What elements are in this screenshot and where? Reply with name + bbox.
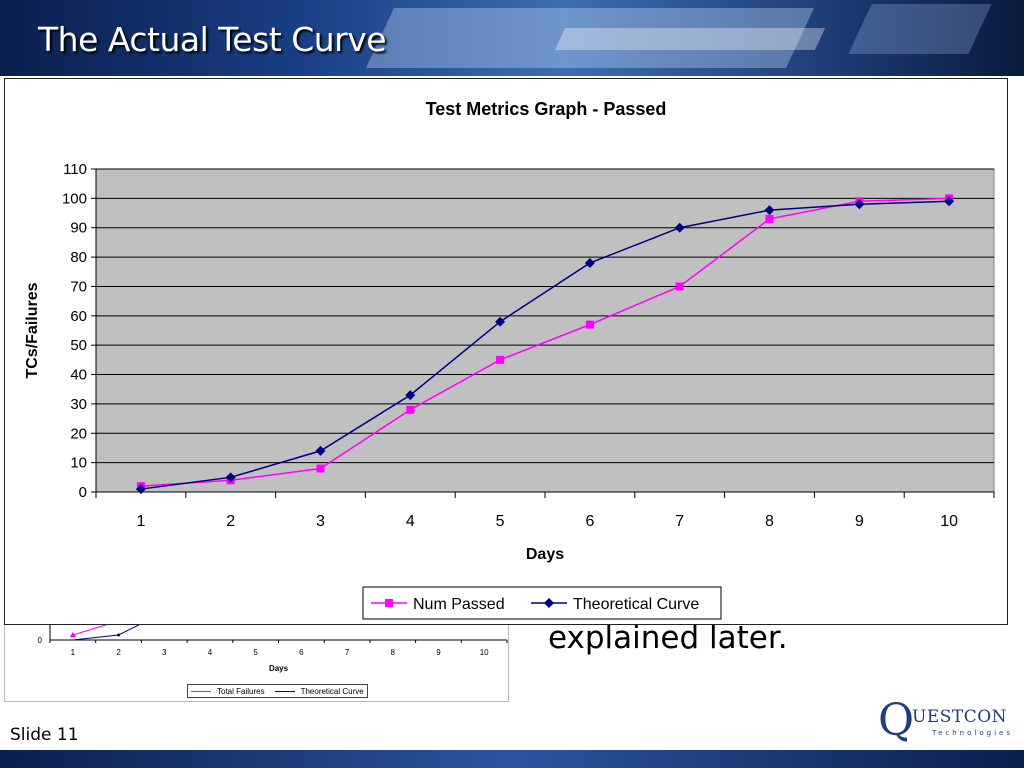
- bg-data-point-total-failures: [69, 632, 76, 637]
- data-point-num-passed: [675, 282, 684, 291]
- legend-label-theoretical: Theoretical Curve: [300, 686, 364, 696]
- x-tick-label: 10: [940, 513, 958, 530]
- series-line-theoretical-curve: [140, 200, 950, 490]
- y-tick-label: 50: [70, 337, 87, 354]
- data-point-theoretical-curve: [944, 196, 955, 207]
- data-point-theoretical-curve: [405, 390, 416, 401]
- bg-data-point-theoretical: [117, 633, 121, 637]
- bg-x-tick-label: 2: [116, 648, 121, 657]
- data-point-num-passed: [316, 464, 325, 473]
- header-decoration: [554, 28, 826, 50]
- main-chart-svg: 0 10 20 30 40 50 60 70 80 90 100 110 1 2 3 4 5 6 7 8 9 10 Test…: [24, 99, 995, 620]
- y-tick-label: 80: [70, 249, 87, 266]
- background-chart-svg: 0 1 2 3 4 5 6 7 8 9 10 Days: [38, 623, 508, 673]
- bg-x-tick-label: 4: [208, 648, 213, 657]
- y-tick-label: 110: [63, 161, 87, 178]
- y-tick-label: 90: [70, 220, 87, 237]
- legend-label-total-failures: Total Failures: [217, 686, 265, 696]
- slide-number: Slide 11: [10, 725, 79, 745]
- background-chart-legend: Total Failures Theoretical Curve: [187, 684, 368, 698]
- legend-label-num-passed: Num Passed: [413, 596, 505, 613]
- chart-legend: Num Passed Theoretical Curve: [362, 586, 722, 620]
- data-point-theoretical-curve: [315, 445, 326, 456]
- series-line-num-passed: [140, 197, 950, 487]
- data-point-theoretical-curve: [764, 205, 775, 216]
- header-decoration: [848, 4, 992, 54]
- legend-swatch-total-failures: [191, 690, 211, 692]
- main-chart-panel: 0 10 20 30 40 50 60 70 80 90 100 110 1 2 3 4 5 6 7 8 9 10 Test…: [4, 78, 1008, 625]
- x-tick-label: 8: [765, 513, 774, 530]
- logo-sub: Technologies: [932, 729, 1013, 737]
- logo-q-glyph: Q: [878, 695, 915, 746]
- bg-x-tick-label: 9: [436, 648, 441, 657]
- x-tick-label: 3: [316, 513, 325, 530]
- slide-header: The Actual Test Curve: [0, 0, 1024, 76]
- y-tick-label: 20: [70, 425, 87, 442]
- y-axis-title: TCs/Failures: [24, 282, 41, 378]
- legend-swatch-theoretical: [274, 690, 295, 692]
- body-text: explained later.: [548, 620, 788, 656]
- footer-bar: [0, 750, 1024, 768]
- x-tick-label: 9: [855, 513, 864, 530]
- legend-label-theoretical-curve: Theoretical Curve: [573, 596, 699, 613]
- x-tick-label: 5: [496, 513, 505, 530]
- legend-marker-theoretical-curve: [544, 598, 554, 608]
- data-point-theoretical-curve: [225, 472, 236, 483]
- y-tick-label: 100: [62, 190, 87, 207]
- y-tick-label: 0: [79, 484, 87, 501]
- y-tick-label: 40: [70, 367, 87, 384]
- bg-x-tick-label: 8: [391, 648, 396, 657]
- data-point-theoretical-curve: [495, 316, 506, 327]
- logo-word: UESTCON: [912, 707, 1008, 727]
- x-tick-label: 6: [585, 513, 594, 530]
- x-tick-label: 1: [136, 513, 145, 530]
- bg-x-tick-label: 3: [162, 648, 167, 657]
- y-tick-label: 60: [70, 308, 87, 325]
- bg-x-tick-label: 7: [345, 648, 350, 657]
- data-point-num-passed: [406, 405, 415, 414]
- bg-x-tick-label: 5: [253, 648, 258, 657]
- data-point-theoretical-curve: [854, 199, 865, 210]
- data-point-theoretical-curve: [674, 222, 685, 233]
- legend-marker-num-passed: [385, 599, 393, 607]
- questcon-logo: Q UESTCON Technologies: [876, 697, 1022, 749]
- x-tick-label: 4: [406, 513, 415, 530]
- y-tick-label: 30: [70, 396, 87, 413]
- x-tick-label: 7: [675, 513, 684, 530]
- chart-title: Test Metrics Graph - Passed: [426, 99, 667, 119]
- y-tick-label: 70: [70, 278, 87, 295]
- data-point-theoretical-curve: [584, 257, 595, 268]
- bg-series-line-total-failures: [72, 623, 109, 636]
- bg-x-tick-label: 1: [71, 648, 76, 657]
- data-point-num-passed: [585, 320, 594, 329]
- data-point-num-passed: [765, 214, 774, 223]
- slide-title: The Actual Test Curve: [38, 20, 387, 59]
- bg-y-tick-label: 0: [38, 636, 43, 645]
- data-point-theoretical-curve: [135, 484, 146, 495]
- bg-x-tick-label: 10: [480, 648, 489, 657]
- bg-x-axis-title: Days: [269, 664, 289, 673]
- background-chart: 0 1 2 3 4 5 6 7 8 9 10 Days Total Failures Theoreti…: [4, 622, 509, 702]
- x-tick-label: 2: [226, 513, 235, 530]
- bg-x-tick-label: 6: [299, 648, 304, 657]
- plot-area: [95, 168, 995, 493]
- y-tick-label: 10: [70, 455, 87, 472]
- x-axis-title: Days: [526, 546, 564, 563]
- data-point-num-passed: [496, 355, 505, 364]
